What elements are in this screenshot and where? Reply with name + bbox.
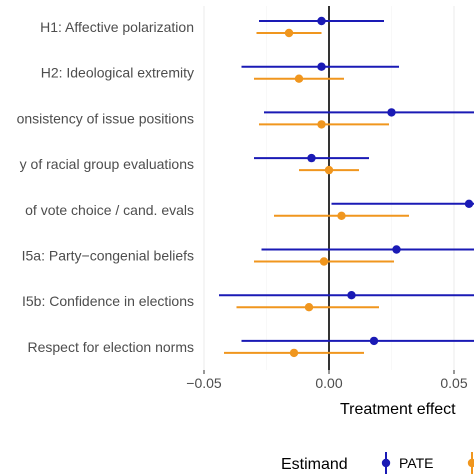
category-label: H2: Ideological extremity — [41, 65, 194, 81]
category-label: onsistency of issue positions — [17, 110, 194, 126]
legend-label: PATE — [399, 455, 434, 471]
category-label: of vote choice / cand. evals — [25, 202, 194, 218]
estimate-point — [289, 348, 299, 358]
estimate-point — [464, 199, 474, 208]
estimate-point — [304, 303, 314, 312]
estimate-point — [337, 211, 346, 220]
x-tick-label: −0.05 — [186, 375, 222, 391]
x-tick-label: 0.05 — [440, 375, 467, 391]
x-axis-ticks: −0.05 0.00 0.05 — [186, 370, 468, 391]
category-label: Respect for election norms — [27, 339, 194, 355]
estimate-point — [319, 257, 329, 266]
estimate-point — [294, 74, 304, 83]
estimate-point — [284, 28, 294, 38]
estimate-point — [369, 336, 379, 346]
legend: Estimand PATE — [281, 452, 474, 474]
estimate-point — [317, 120, 326, 129]
estimate-point — [387, 108, 396, 117]
estimate-point — [307, 153, 316, 163]
category-label: I5b: Confidence in elections — [22, 293, 194, 309]
category-labels: H1: Affective polarization H2: Ideologica… — [17, 19, 194, 355]
category-label: y of racial group evaluations — [20, 156, 194, 172]
legend-title: Estimand — [281, 456, 348, 473]
estimate-point — [317, 16, 326, 26]
category-label: H1: Affective polarization — [40, 19, 194, 35]
estimate-point — [347, 291, 356, 300]
legend-key-point — [381, 458, 391, 468]
estimate-point — [392, 245, 401, 254]
category-label: I5a: Party−congenial beliefs — [22, 248, 194, 264]
estimate-point — [324, 165, 334, 175]
legend-key-point — [467, 458, 474, 468]
estimate-point — [317, 62, 326, 71]
x-axis-title: Treatment effect — [340, 401, 456, 418]
x-tick-label: 0.00 — [315, 375, 342, 391]
estimate-marks — [219, 16, 474, 358]
